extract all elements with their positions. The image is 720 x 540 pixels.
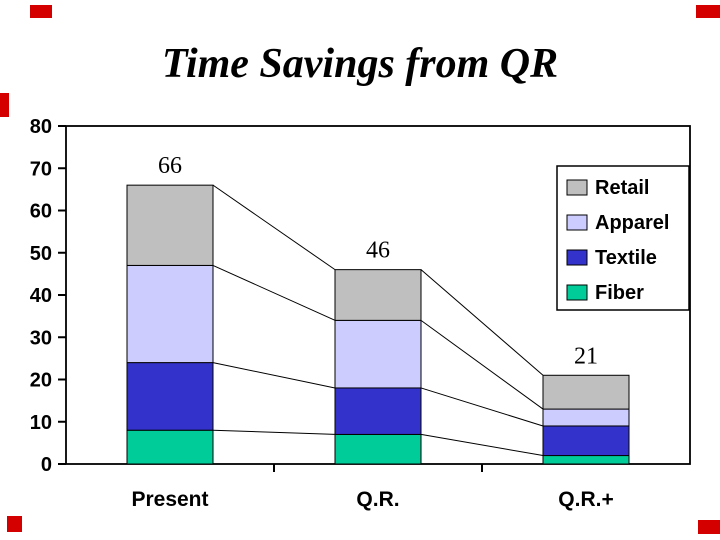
y-axis-tick-label: 40 (30, 285, 52, 307)
legend-label-textile: Textile (595, 247, 657, 269)
legend-label-fiber: Fiber (595, 282, 644, 304)
y-axis-tick-label: 60 (30, 201, 52, 223)
y-axis-tick-label: 80 (30, 116, 52, 138)
legend-swatch-apparel (566, 214, 588, 231)
y-axis-tick-label: 50 (30, 243, 52, 265)
y-axis-tick-label: 30 (30, 327, 52, 349)
red-corner-marker-top-right (696, 5, 720, 18)
red-edge-marker-left (0, 93, 9, 117)
bar-segment-fiber-qr (334, 433, 422, 465)
bar-segment-apparel-present (126, 264, 214, 364)
legend-swatch-retail (566, 179, 588, 196)
series-line-fiber (212, 429, 336, 435)
y-axis-tick-label: 70 (30, 158, 52, 180)
series-line-textile (420, 387, 544, 427)
legend-swatch-fiber (566, 284, 588, 301)
bar-segment-textile-qr (334, 387, 422, 435)
x-axis-category-label: Present (131, 488, 208, 511)
bar-segment-apparel-qr+ (542, 408, 630, 427)
bar-segment-textile-present (126, 362, 214, 431)
bar-total-label: 66 (158, 153, 182, 179)
series-line-retail (212, 184, 336, 271)
chart-title: Time Savings from QR (161, 41, 559, 87)
red-corner-marker-bottom-right (698, 520, 720, 534)
bar-total-label: 21 (574, 343, 598, 369)
bar-segment-apparel-qr (334, 319, 422, 389)
red-corner-marker-bottom-left (7, 516, 22, 532)
bar-segment-retail-qr (334, 269, 422, 321)
bar-total-label: 46 (366, 238, 390, 264)
bar-segment-retail-qr+ (542, 374, 630, 410)
bar-segment-textile-qr+ (542, 425, 630, 457)
series-line-apparel (420, 319, 544, 410)
legend-label-apparel: Apparel (595, 212, 669, 234)
bar-segment-retail-present (126, 184, 214, 266)
red-corner-marker-top-left (30, 5, 52, 18)
series-line-fiber (420, 433, 544, 457)
bar-segment-fiber-qr+ (542, 455, 630, 465)
legend-swatch-textile (566, 249, 588, 266)
series-line-retail (420, 269, 544, 376)
series-line-apparel (212, 264, 336, 321)
y-axis-tick-label: 0 (41, 454, 52, 476)
series-line-textile (212, 362, 336, 389)
legend-label-retail: Retail (595, 177, 649, 199)
y-axis-tick-label: 10 (30, 412, 52, 434)
y-axis-tick-label: 20 (30, 370, 52, 392)
bar-segment-fiber-present (126, 429, 214, 465)
x-axis-category-label: Q.R.+ (558, 488, 613, 511)
x-axis-category-label: Q.R. (356, 488, 399, 511)
